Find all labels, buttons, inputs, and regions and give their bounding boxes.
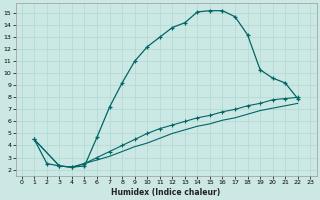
- X-axis label: Humidex (Indice chaleur): Humidex (Indice chaleur): [111, 188, 221, 197]
